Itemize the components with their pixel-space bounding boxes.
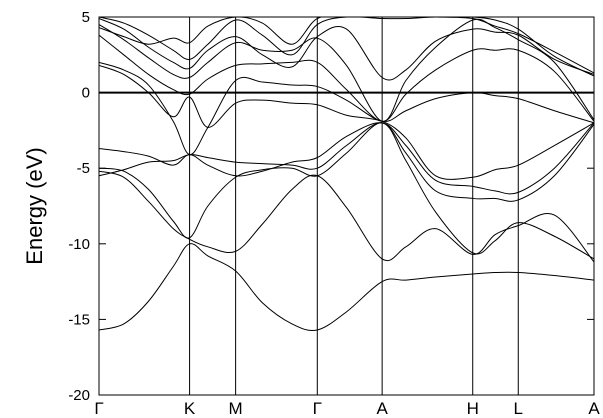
y-axis-ticks: 5 0 -5 -10 -15 -20 bbox=[68, 9, 594, 404]
y-tick-label: 5 bbox=[82, 9, 90, 26]
x-tick-label: H bbox=[467, 399, 479, 418]
high-symmetry-lines bbox=[189, 17, 519, 395]
band-1 bbox=[99, 243, 594, 332]
y-tick-label: -10 bbox=[68, 236, 90, 253]
plot-frame bbox=[98, 16, 595, 396]
x-tick-label: A bbox=[588, 399, 600, 418]
band-3 bbox=[99, 122, 594, 260]
band-5 bbox=[99, 122, 594, 195]
y-tick-label: -20 bbox=[68, 387, 90, 404]
y-tick-label: -5 bbox=[77, 160, 90, 177]
band-4 bbox=[99, 122, 594, 202]
x-tick-label: M bbox=[229, 399, 243, 418]
x-tick-label: K bbox=[184, 399, 196, 418]
band-9 bbox=[99, 18, 594, 122]
x-tick-label: L bbox=[514, 399, 523, 418]
x-tick-label: Γ bbox=[313, 399, 322, 418]
y-tick-label: -15 bbox=[68, 311, 90, 328]
band-6 bbox=[99, 64, 594, 180]
x-tick-label: A bbox=[376, 399, 388, 418]
y-tick-label: 0 bbox=[82, 85, 90, 102]
band-10 bbox=[99, 18, 594, 81]
y-axis-title: Energy (eV) bbox=[22, 147, 47, 264]
band-11 bbox=[99, 17, 594, 77]
band-2 bbox=[99, 170, 594, 263]
x-tick-label: Γ bbox=[94, 399, 103, 418]
band-8 bbox=[99, 34, 594, 122]
band-12 bbox=[99, 17, 594, 74]
band-7 bbox=[99, 61, 594, 156]
energy-bands bbox=[99, 17, 594, 332]
